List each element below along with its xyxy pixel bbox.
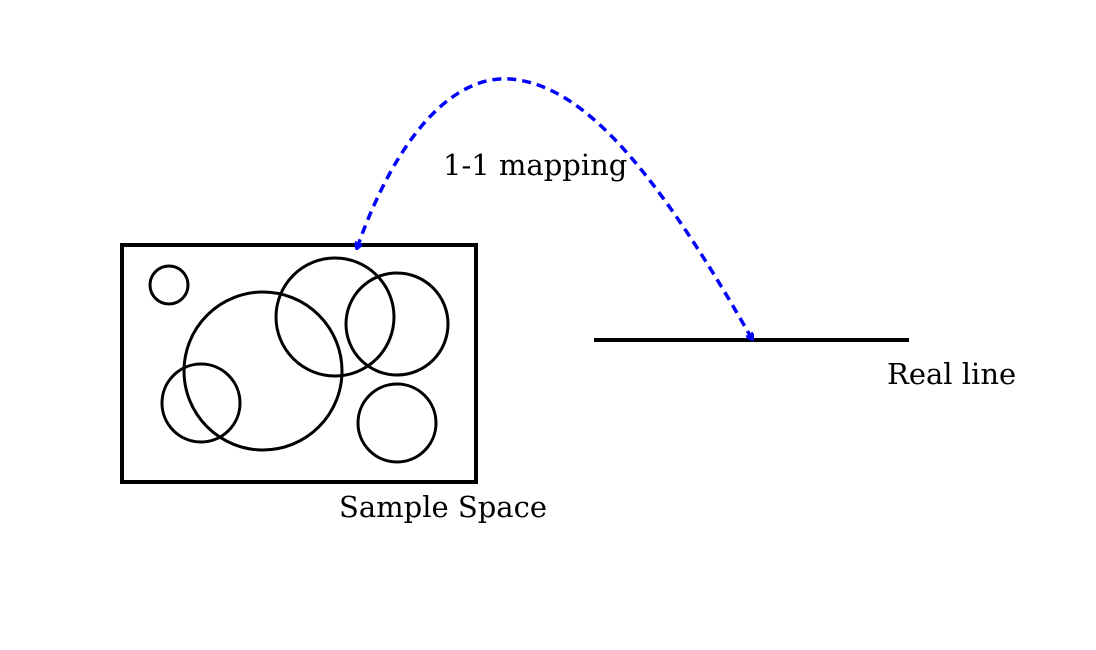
sample-space-box (120, 243, 478, 484)
event-circle-bottom-left (160, 362, 242, 444)
event-circle-large (182, 290, 344, 452)
sample-space-events (148, 256, 450, 464)
real-line-label: Real line (887, 357, 1016, 391)
mapping-label: 1-1 mapping (443, 148, 627, 182)
event-circle-small (148, 264, 190, 306)
event-circle-top-right (344, 271, 450, 377)
mapping-arrow (357, 77, 752, 339)
sample-space-label: Sample Space (339, 490, 547, 524)
event-circle-bottom-right (356, 382, 438, 464)
event-circle-top-middle (274, 256, 396, 378)
